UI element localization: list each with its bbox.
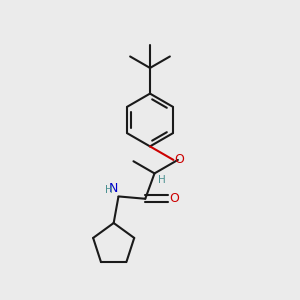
Text: O: O: [170, 192, 180, 205]
Text: H: H: [105, 184, 113, 195]
Text: O: O: [175, 153, 184, 167]
Text: N: N: [108, 182, 118, 195]
Text: H: H: [158, 175, 166, 185]
